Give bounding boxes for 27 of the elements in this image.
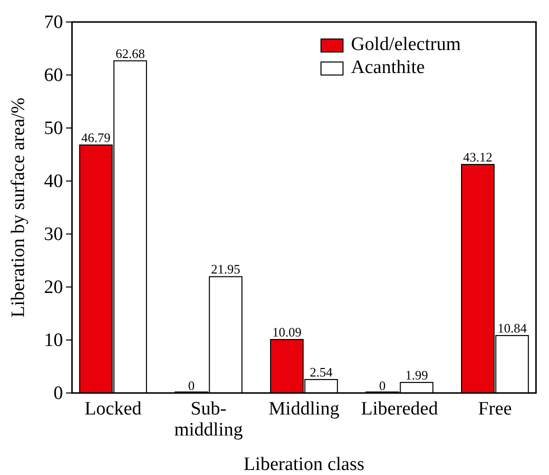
y-tick-label: 20 bbox=[44, 277, 63, 298]
x-tick-label: Free bbox=[478, 398, 512, 420]
data-label: 10.09 bbox=[272, 324, 302, 340]
legend-label: Acanthite bbox=[351, 57, 425, 78]
data-label: 2.54 bbox=[310, 364, 334, 380]
data-label: 1.99 bbox=[405, 367, 428, 382]
y-tick-label: 0 bbox=[54, 383, 63, 404]
x-axis-title: Liberation class bbox=[244, 454, 364, 475]
y-tick-label: 50 bbox=[44, 118, 63, 140]
y-tick-label: 40 bbox=[44, 171, 63, 192]
y-axis-title: Liberation by surface area/% bbox=[8, 97, 29, 318]
data-label: 21.95 bbox=[211, 262, 240, 277]
legend-label: Gold/electrum bbox=[351, 34, 461, 55]
x-tick-label: Middling bbox=[268, 398, 340, 420]
x-tick-label: Libereded bbox=[360, 398, 438, 420]
y-tick-label: 10 bbox=[44, 330, 63, 352]
data-label: 43.12 bbox=[463, 149, 492, 164]
data-label: 62.68 bbox=[116, 46, 145, 61]
x-tick-label: Locked bbox=[84, 398, 142, 420]
data-label: 10.84 bbox=[497, 320, 528, 336]
data-label: 46.79 bbox=[81, 130, 111, 146]
y-tick-label: 30 bbox=[44, 224, 63, 246]
y-tick-label: 70 bbox=[44, 12, 63, 34]
data-label: 0 bbox=[188, 378, 195, 393]
y-tick-label: 60 bbox=[44, 65, 63, 86]
data-label: 0 bbox=[379, 378, 386, 393]
x-tick-label: Sub-middling bbox=[174, 398, 244, 440]
